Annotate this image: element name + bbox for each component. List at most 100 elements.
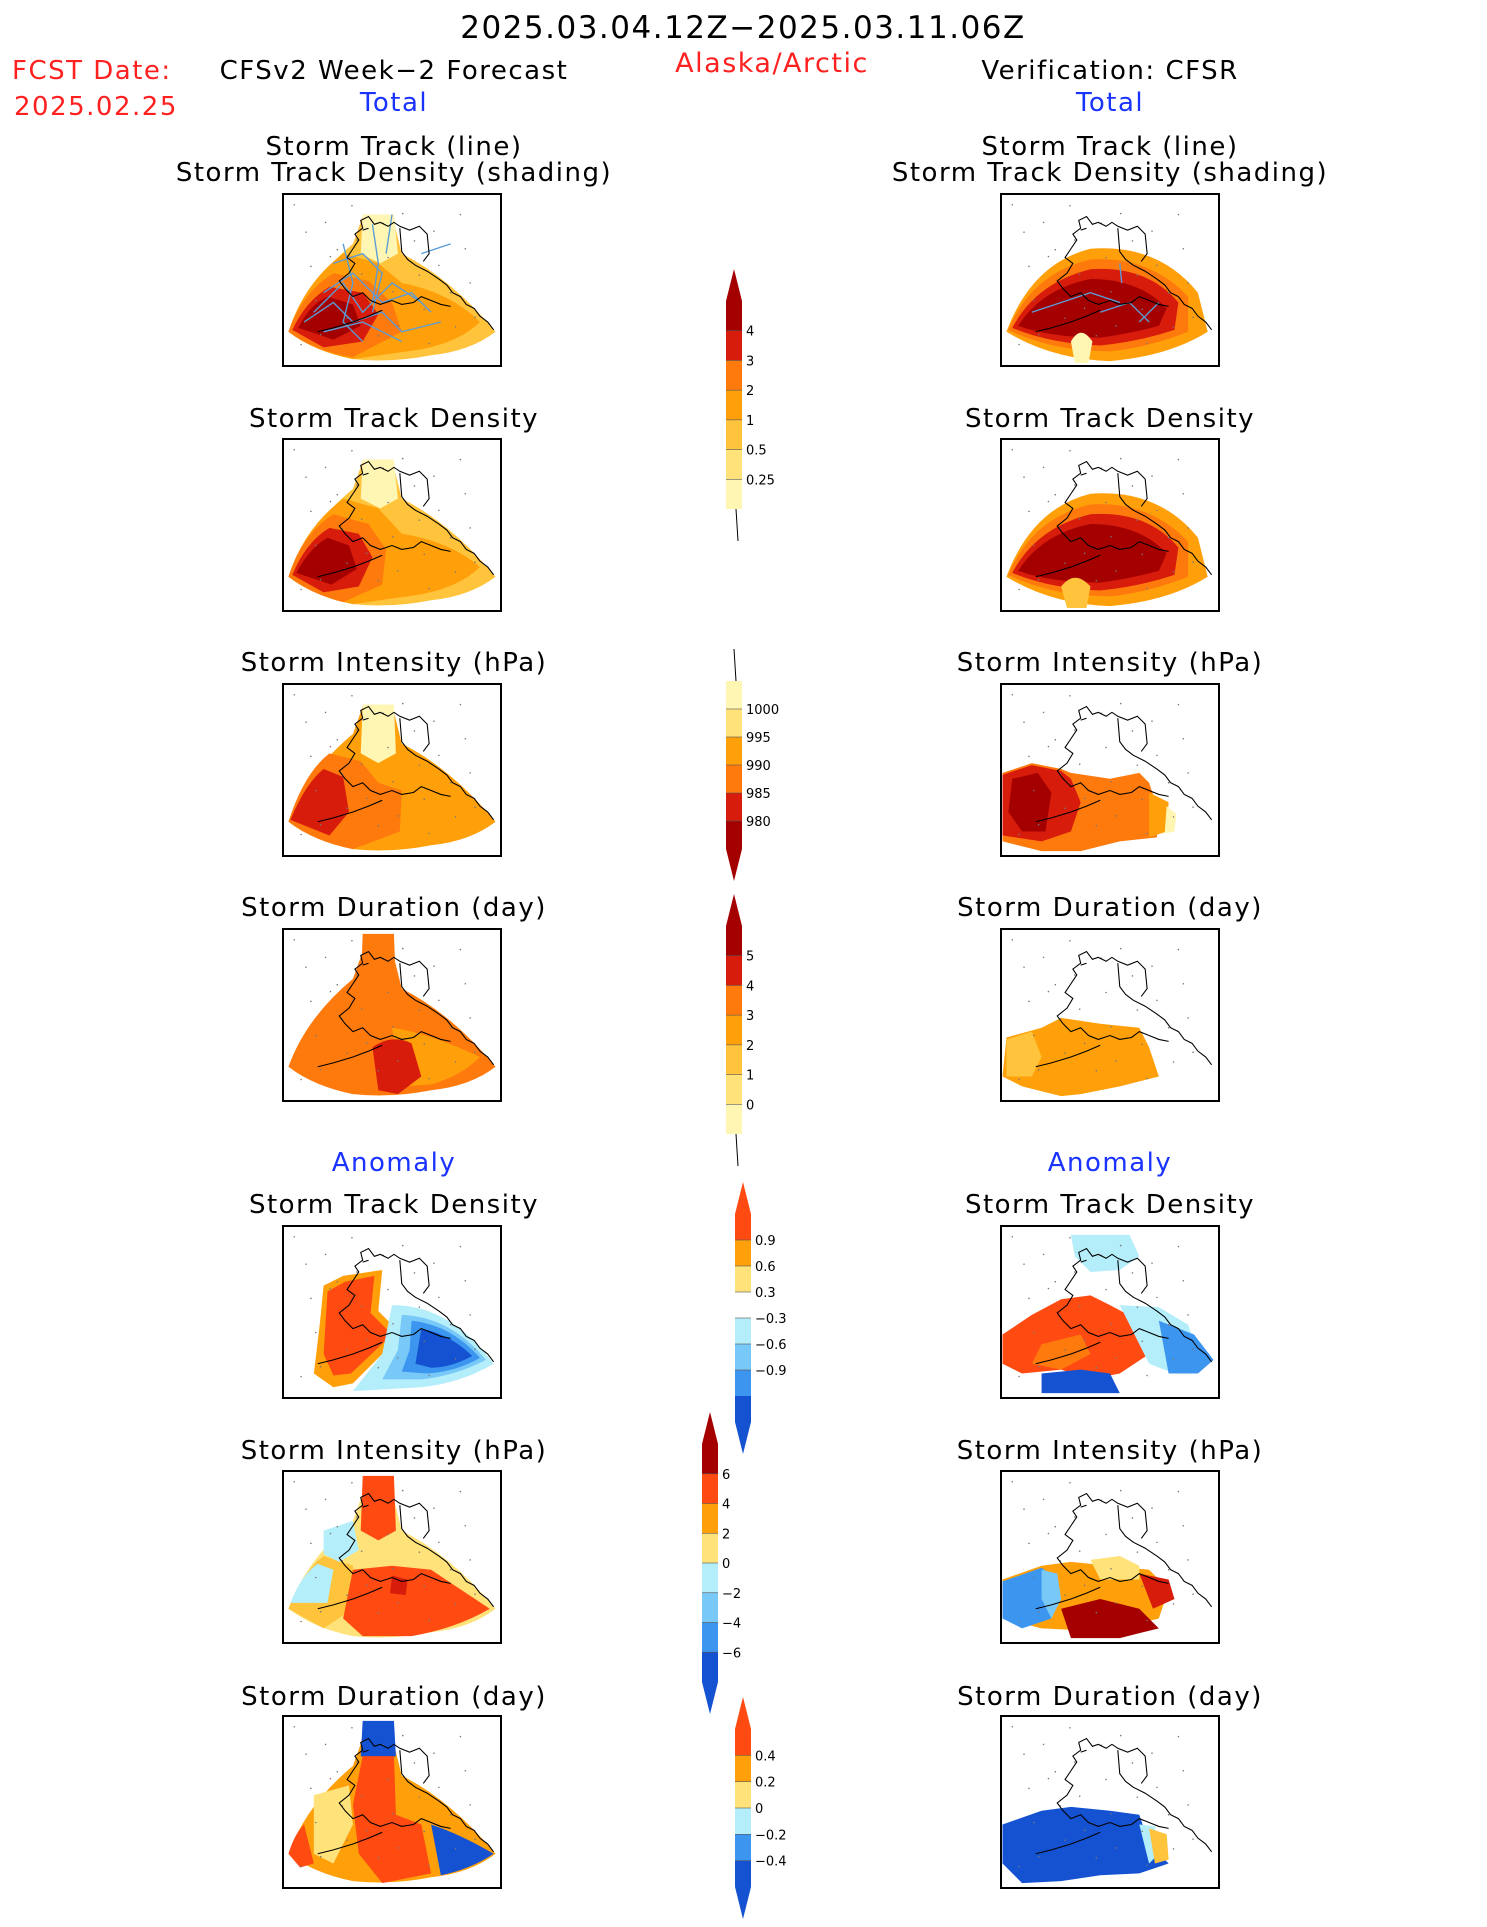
colorbar-segment	[735, 1729, 751, 1756]
colorbar-arrow-top	[735, 1182, 751, 1214]
coastline	[1035, 1737, 1213, 1855]
shaded-region	[313, 1785, 353, 1864]
colorbar-tick-label: 990	[746, 759, 771, 774]
shaded-region	[1158, 1320, 1214, 1374]
colorbar-tick-label: 1	[746, 414, 754, 429]
storm-track-line	[342, 243, 364, 343]
shaded-region	[1149, 792, 1169, 838]
map-verification-duration	[1000, 928, 1220, 1102]
map-verification-track-density	[1000, 438, 1220, 612]
shaded-region	[1061, 577, 1091, 609]
panel-title: Storm Intensity (hPa)	[240, 1436, 548, 1466]
colorbar-arrow-bottom	[735, 1422, 751, 1454]
map-verification-anom-duration	[1000, 1715, 1220, 1889]
colorbar-tick-label: 6	[722, 1468, 730, 1483]
map-verification-anom-intensity	[1000, 1470, 1220, 1644]
colorbar-segment	[735, 1781, 751, 1808]
colorbar-tick-label: 985	[746, 787, 771, 802]
coastline	[1035, 1492, 1213, 1610]
colorbar-tick-label: 3	[746, 354, 754, 369]
storm-track-line	[385, 214, 393, 254]
anomaly-label-right: Anomaly	[1047, 1148, 1173, 1178]
shaded-region	[360, 459, 398, 509]
shaded-region	[360, 214, 398, 264]
colorbar-segment	[735, 1834, 751, 1861]
colorbar-tick-label: 3	[746, 1009, 754, 1024]
map-forecast-intensity	[282, 683, 502, 857]
shaded-region	[1002, 1017, 1159, 1097]
map-forecast-anom-density	[282, 1225, 502, 1399]
panel-title: Storm Track Density (shading)	[175, 158, 613, 188]
fcst-date-label: FCST Date:	[12, 56, 172, 86]
coastline	[1035, 215, 1213, 333]
shaded-region	[1070, 332, 1093, 364]
coastline	[1035, 1247, 1213, 1365]
shaded-region	[323, 1275, 392, 1376]
grid-dots	[1011, 1725, 1194, 1868]
colorbar-segment	[726, 765, 742, 793]
colorbar-arrow-bottom	[735, 1887, 751, 1919]
colorbar-segment	[726, 955, 742, 986]
panel-title: Storm Intensity (hPa)	[240, 648, 548, 678]
colorbar-tick-label: −0.2	[755, 1828, 787, 1843]
coastline	[1035, 950, 1213, 1068]
colorbar-tick-label: −4	[722, 1617, 741, 1632]
shaded-region	[298, 296, 361, 340]
colorbar-segment	[726, 681, 742, 709]
colorbar-duration: 5 4 3 2 1 0	[724, 890, 784, 1174]
colorbar-tick-label: 0.4	[755, 1749, 776, 1764]
shaded-region	[1002, 1806, 1169, 1884]
colorbar-tick-label: 980	[746, 815, 771, 830]
panel-title: Storm Duration (day)	[957, 893, 1263, 923]
grid-dots	[1011, 693, 1194, 836]
colorbar-segment	[735, 1240, 751, 1266]
coastline	[317, 460, 495, 578]
colorbar-arrow-top	[733, 648, 737, 682]
colorbar-tick-label: 0.3	[755, 1286, 776, 1301]
panel-title: Storm Duration (day)	[957, 1682, 1263, 1712]
colorbar-segment	[735, 1266, 751, 1292]
coastline	[317, 1737, 495, 1855]
shaded-region	[288, 1824, 314, 1868]
shaded-region	[431, 1824, 494, 1876]
colorbar-segment	[735, 1808, 751, 1835]
colorbar-tick-label: −0.3	[755, 1312, 787, 1327]
colorbar-tick-label: 0	[755, 1802, 763, 1817]
panel-title: Storm Track (line)	[981, 132, 1239, 162]
map-verification-intensity	[1000, 683, 1220, 857]
panel-title: Storm Track (line)	[265, 132, 523, 162]
shaded-region	[343, 1565, 490, 1637]
colorbar-tick-label: −0.9	[755, 1364, 787, 1379]
colorbar-tick-label: 0.25	[746, 473, 775, 488]
colorbar-segment	[735, 1396, 751, 1422]
grid-dots	[293, 1480, 476, 1623]
colorbar-segment	[735, 1214, 751, 1240]
colorbar-tick-label: −2	[722, 1587, 741, 1602]
colorbar-intensity: 1000 995 990 985 980	[724, 645, 784, 889]
total-label-left: Total	[359, 88, 429, 118]
colorbar-segment	[702, 1563, 718, 1593]
colorbar-segment	[702, 1533, 718, 1563]
colorbar-anom-density: 0.9 0.6 0.3 −0.3 −0.6 −0.9	[733, 1178, 793, 1462]
coastline	[1035, 705, 1213, 823]
colorbar-tick-label: 0.9	[755, 1234, 776, 1249]
colorbar-segment	[726, 926, 742, 956]
shaded-region	[360, 1720, 396, 1762]
shaded-region	[1018, 279, 1167, 338]
shaded-region	[290, 769, 350, 836]
colorbar-segment	[726, 1044, 742, 1075]
colorbar-tick-label: 1	[746, 1069, 754, 1084]
shaded-region	[360, 704, 396, 764]
colorbar-tick-label: 2	[722, 1527, 730, 1542]
coastline	[317, 1247, 495, 1365]
panel-title: Storm Duration (day)	[241, 893, 547, 923]
fcst-date-value: 2025.02.25	[14, 92, 178, 122]
colorbar-segment	[726, 737, 742, 765]
colorbar-arrow-top	[726, 269, 742, 301]
colorbar-segment	[726, 793, 742, 821]
shaded-region	[415, 1328, 473, 1368]
verification-title: Verification: CFSR	[981, 56, 1239, 86]
storm-track-line	[371, 224, 380, 303]
storm-track-line	[421, 243, 451, 255]
colorbar-segment	[726, 301, 742, 331]
